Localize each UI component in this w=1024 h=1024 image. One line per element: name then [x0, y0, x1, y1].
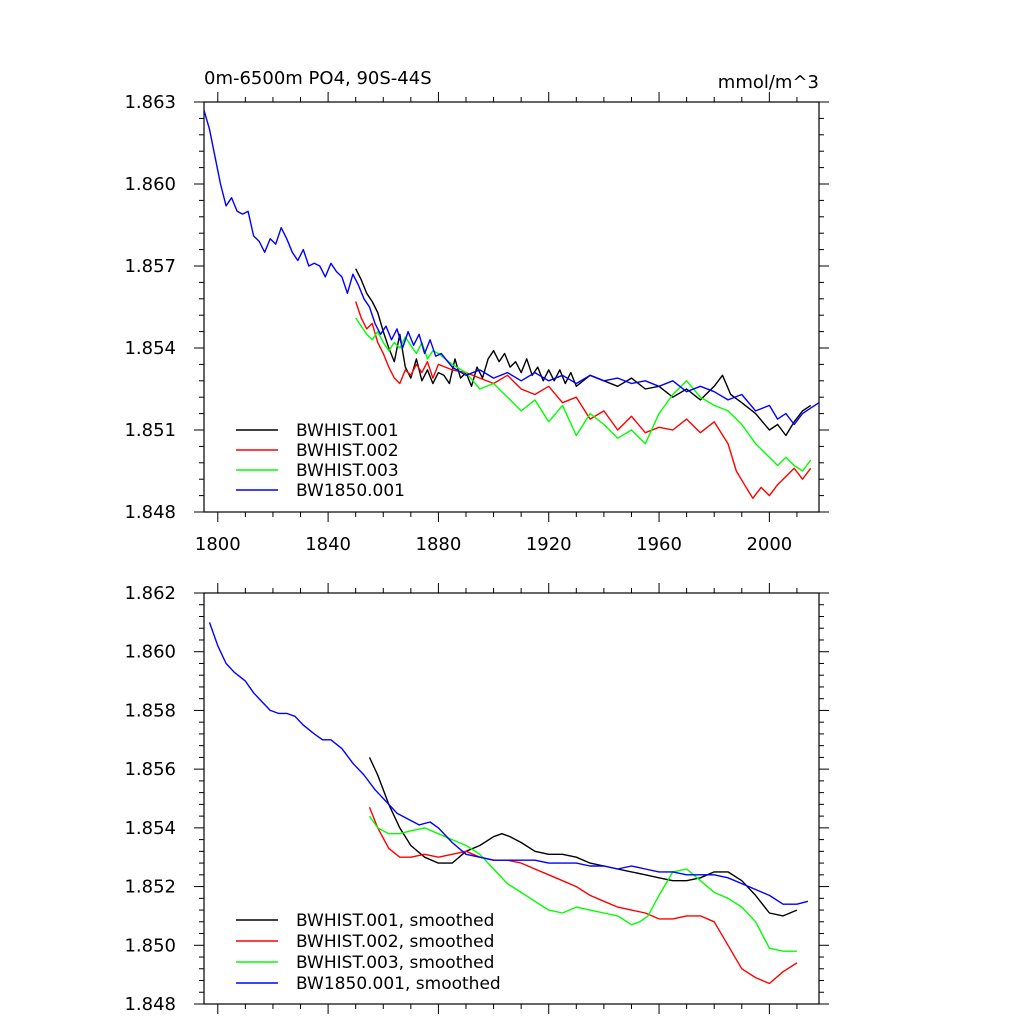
- x-tick-label: 2000: [746, 534, 792, 555]
- legend-label: BWHIST.002: [296, 441, 399, 461]
- legend-label: BWHIST.003: [296, 461, 399, 481]
- series-line-bwhist-002: [368, 807, 798, 985]
- series-line-bw1850-001: [204, 110, 819, 426]
- units-label: mmol/m^3: [718, 72, 819, 93]
- legend-label: BWHIST.001, smoothed: [296, 911, 494, 931]
- legend-label: BW1850.001, smoothed: [296, 974, 501, 994]
- y-tick-label: 1.862: [124, 583, 176, 604]
- x-tick-label: 1920: [526, 534, 572, 555]
- y-tick-label: 1.860: [124, 642, 176, 663]
- x-tick-label: 1800: [195, 534, 241, 555]
- plot-frame: [203, 592, 820, 1005]
- series-line-bw1850-001: [208, 622, 809, 905]
- y-tick-label: 1.850: [124, 935, 176, 956]
- x-tick-label: 1880: [416, 534, 462, 555]
- chart-title: 0m-6500m PO4, 90S-44S: [204, 68, 432, 89]
- y-tick-label: 1.858: [124, 700, 176, 721]
- y-tick-label: 1.854: [124, 338, 176, 359]
- top-panel: 0m-6500m PO4, 90S-44S mmol/m^3 1800 1840 1…: [124, 68, 829, 555]
- series-line-bwhist-003: [355, 317, 812, 472]
- y-tick-label: 1.848: [124, 502, 176, 523]
- y-tick-label: 1.860: [124, 174, 176, 195]
- y-tick-label: 1.852: [124, 877, 176, 898]
- y-tick-label: 1.857: [124, 256, 176, 277]
- legend-label: BWHIST.003, smoothed: [296, 953, 494, 973]
- y-tick-label: 1.851: [124, 420, 176, 441]
- x-tick-label: 1960: [636, 534, 682, 555]
- x-tick-label: 1840: [305, 534, 351, 555]
- legend-label: BWHIST.001: [296, 421, 399, 441]
- bottom-panel: 1.848 1.850 1.852 1.854 1.856 1.858 1.860 1.862…: [124, 583, 829, 1015]
- series-line-bwhist-002: [355, 301, 812, 499]
- plot-frame: [203, 101, 820, 513]
- legend-label: BW1850.001: [296, 481, 405, 501]
- series-line-bwhist-001: [368, 757, 798, 917]
- y-tick-label: 1.848: [124, 994, 176, 1015]
- series-line-bwhist-003: [368, 815, 797, 952]
- legend-label: BWHIST.002, smoothed: [296, 932, 494, 952]
- y-tick-label: 1.863: [124, 92, 176, 113]
- series-line-bwhist-001: [355, 268, 812, 437]
- y-tick-label: 1.856: [124, 759, 176, 780]
- y-tick-label: 1.854: [124, 818, 176, 839]
